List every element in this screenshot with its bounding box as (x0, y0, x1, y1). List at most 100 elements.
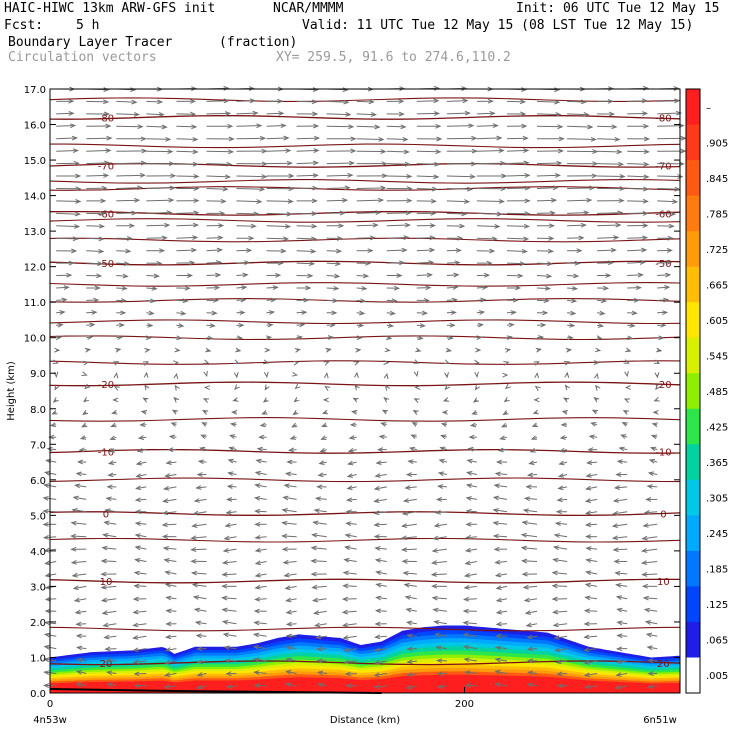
wind-vector-head (313, 610, 320, 615)
wind-vector (236, 112, 258, 115)
wind-vector-head (555, 112, 562, 117)
wind-vector-head (493, 483, 500, 489)
wind-vector (236, 200, 262, 203)
wind-vector (146, 199, 174, 202)
wind-vector-head (75, 199, 82, 204)
wind-vector-head (163, 684, 170, 690)
wind-vector-head (132, 647, 139, 653)
wind-vector (283, 561, 297, 564)
wind-vector (116, 275, 128, 277)
wind-vector-head (91, 310, 98, 315)
wind-vector-head (256, 123, 263, 129)
wind-vector-head (282, 559, 289, 565)
wind-vector-head (288, 186, 295, 192)
wind-vector-head (200, 434, 207, 440)
wind-vector-head (253, 608, 260, 614)
wind-vector-head (525, 484, 532, 490)
colorbar-swatch (686, 89, 700, 125)
isotherm-label-left: 0 (103, 510, 109, 521)
wind-vector (586, 523, 598, 526)
wind-vector (523, 585, 538, 588)
wind-vector (585, 610, 598, 612)
wind-vector-head (261, 161, 268, 167)
wind-vector-head (519, 99, 527, 105)
wind-vector-head (44, 572, 51, 578)
wind-vector (176, 212, 199, 214)
wind-vector-head (143, 371, 149, 378)
wind-vector (146, 224, 170, 227)
wind-vector-head (375, 460, 382, 465)
wind-vector (311, 547, 327, 550)
wind-vector-head (584, 684, 591, 690)
colorbar-label: .185 (706, 565, 728, 576)
wind-vector-head (109, 435, 116, 440)
wind-vector (464, 598, 477, 600)
wind-vector-head (430, 211, 437, 216)
wind-vector-head (49, 422, 57, 428)
wind-vector (296, 149, 319, 152)
wind-vector-head (398, 98, 405, 104)
wind-vector-head (608, 111, 615, 117)
wind-vector-head (386, 335, 393, 341)
wind-vector (75, 484, 87, 488)
wind-vector (627, 249, 647, 252)
wind-vector (613, 536, 628, 539)
wind-vector-head (225, 111, 232, 116)
wind-vector (282, 535, 297, 538)
wind-vector (586, 498, 598, 502)
colorbar-label: .425 (706, 423, 728, 434)
isotherm-line (49, 218, 681, 223)
wind-vector-head (504, 383, 511, 390)
wind-vector-head (512, 297, 519, 303)
wind-vector (134, 585, 147, 587)
wind-vector-head (100, 584, 107, 590)
wind-vector (286, 670, 297, 674)
wind-vector-head (190, 570, 198, 576)
wind-vector-head (551, 583, 558, 589)
wind-vector-head (393, 285, 400, 291)
wind-vector-head (289, 435, 296, 440)
wind-vector-head (43, 470, 51, 476)
wind-vector (567, 100, 586, 103)
wind-vector (77, 658, 87, 662)
wind-vector-head (281, 508, 288, 513)
wind-vector-head (281, 520, 288, 526)
wind-vector-head (348, 124, 355, 130)
isotherm-line (49, 335, 681, 341)
wind-vector (617, 621, 628, 625)
wind-vector (446, 100, 468, 102)
wind-vector-head (465, 521, 472, 527)
wind-vector-head (173, 396, 180, 403)
wind-vector-head (433, 98, 440, 104)
wind-vector (536, 262, 552, 265)
wind-vector-head (493, 682, 501, 688)
wind-vector-head (373, 684, 380, 690)
wind-vector-head (334, 273, 341, 279)
wind-vector (166, 635, 177, 638)
wind-vector-head (103, 87, 110, 92)
wind-vector (163, 547, 177, 550)
wind-vector-head (106, 135, 113, 141)
isotherm-line-labeled (49, 260, 681, 266)
wind-vector-head (239, 310, 246, 316)
wind-vector (286, 610, 297, 614)
wind-vector (356, 100, 374, 103)
wind-vector (495, 658, 508, 662)
x-end-label: 6n51w (643, 715, 677, 726)
colorbar-label: .365 (706, 458, 728, 469)
wind-vector-head (658, 335, 665, 341)
wind-vector-head (464, 110, 471, 116)
wind-vector-head (434, 632, 441, 638)
wind-vector-head (414, 385, 421, 390)
wind-vector-head (97, 261, 104, 266)
wind-vector-head (231, 409, 238, 415)
wind-vector (285, 585, 297, 589)
wind-vector-head (312, 185, 319, 191)
wind-vector-head (374, 634, 381, 640)
wind-vector-head (433, 85, 440, 91)
wind-vector (465, 684, 477, 687)
wind-vector-head (75, 173, 82, 179)
wind-vector (72, 509, 87, 513)
wind-vector (432, 561, 447, 564)
wind-vector (615, 572, 628, 575)
